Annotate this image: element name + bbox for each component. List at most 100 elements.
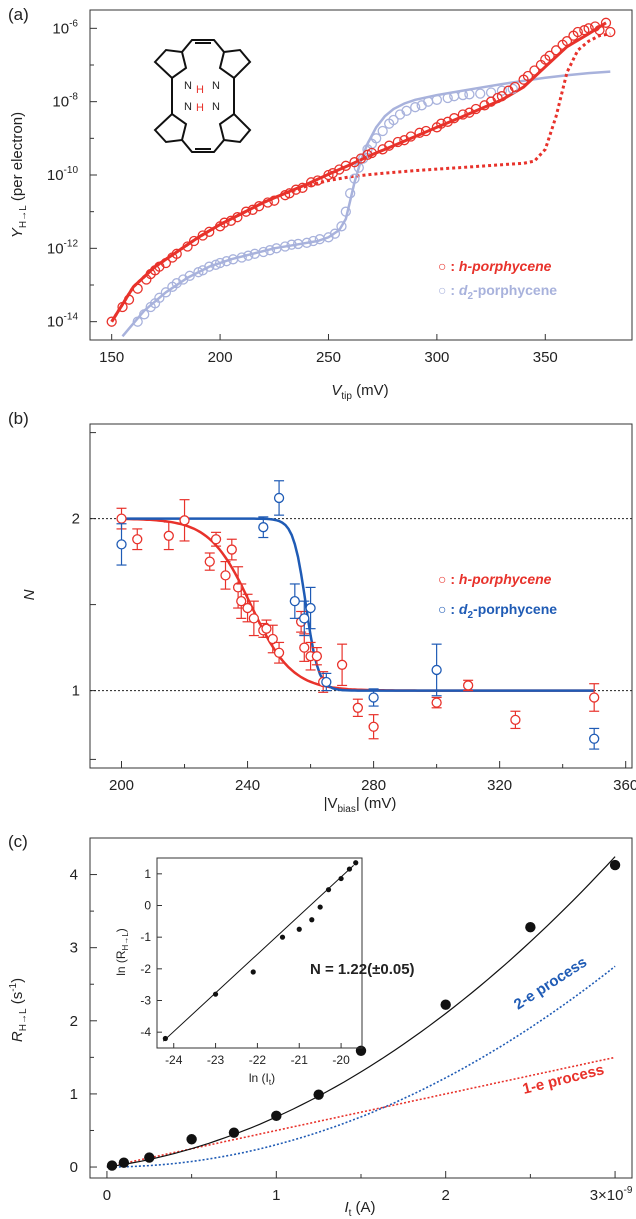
a-point-d2	[139, 309, 150, 320]
inset-fit	[162, 865, 354, 1042]
a-point-h	[290, 184, 302, 195]
inset-point	[212, 991, 219, 997]
c-ytick-label: 2	[70, 1013, 78, 1030]
panel-c-points	[106, 859, 621, 1171]
b-point-red	[299, 642, 310, 653]
b-point-red	[204, 556, 215, 567]
b-point-red	[248, 613, 260, 624]
exponent-annotation: N = 1.22(±0.05)	[310, 961, 415, 978]
b-point-red	[273, 647, 285, 658]
c-point	[313, 1089, 324, 1100]
b-point-blue	[258, 522, 269, 533]
a-xtick-label: 350	[533, 349, 558, 366]
a-point-d2	[336, 221, 347, 232]
legend-a-h: ○ : h-porphycene	[438, 258, 552, 274]
a-point-d2	[464, 89, 475, 100]
a-point-d2	[258, 246, 269, 258]
b-point-blue	[589, 733, 600, 744]
b-point-red	[242, 602, 253, 614]
inset-fit-line	[162, 865, 354, 1042]
c-point	[186, 1134, 197, 1145]
panel-c-curves	[106, 856, 616, 1168]
a-point-h	[253, 201, 265, 212]
legend-b-h: ○ : h-porphycene	[438, 571, 552, 587]
a-point-d2	[286, 239, 297, 250]
porphycene-structure	[153, 39, 252, 153]
a-point-h	[496, 91, 508, 102]
inset-ytick-label: 0	[144, 899, 151, 913]
a-point-d2	[442, 92, 453, 104]
b-point-red	[368, 721, 379, 732]
a-point-d2	[345, 188, 356, 199]
a-point-d2	[160, 287, 172, 298]
b-point-red	[462, 680, 474, 691]
a-point-d2	[371, 133, 382, 144]
a-point-d2	[308, 235, 319, 247]
a-ytick-label: 10-6	[52, 18, 78, 37]
inset-ticks: -24 -23 -22 -21 -20 -4 -3 -2 -1 0 1	[140, 867, 350, 1067]
panel-a-legend: ○ : h-porphycene ○ : d2-porphycene	[438, 258, 557, 302]
c-2e-process-line	[106, 965, 616, 1168]
atom-h2: H	[196, 102, 204, 114]
a-point-h	[188, 235, 200, 247]
a-xtick-label: 300	[424, 349, 449, 366]
inset-ytick-label: -3	[140, 994, 151, 1008]
panel-b-label: (b)	[8, 409, 29, 428]
a-point-h	[204, 226, 215, 237]
a-point-h	[312, 175, 323, 186]
b-point-red	[352, 702, 363, 713]
a-point-h	[366, 147, 377, 159]
b-point-red	[220, 570, 231, 581]
panel-c: (c) 0 1 2 3×10-9 0 1 2 3 4 2-e process 1-e proce…	[8, 832, 633, 1219]
c-ytick-label: 3	[70, 940, 78, 957]
a-point-h	[106, 316, 117, 327]
a-point-h	[132, 283, 143, 294]
a-xtick-label: 250	[316, 349, 341, 366]
b-point-blue	[299, 613, 310, 624]
inset-ytick-label: -1	[140, 930, 151, 944]
porphycene-atom-labels: N H N H N N	[184, 80, 220, 114]
b-point-blue	[116, 539, 127, 550]
panel-c-xlabel: It (A)	[344, 1199, 375, 1219]
a-point-h	[605, 26, 616, 38]
b-point-red	[311, 651, 323, 662]
a-point-d2	[279, 241, 291, 252]
a-ytick-label: 10-10	[47, 165, 79, 184]
a-point-h	[583, 23, 594, 34]
a-point-h	[392, 136, 404, 148]
b-point-red	[336, 659, 348, 670]
b-fit-blue	[121, 517, 595, 692]
b-point-red	[510, 714, 521, 725]
a-point-d2	[457, 89, 469, 101]
panel-b-ticks: 200 240 280 320 360 1 2	[72, 432, 636, 794]
a-point-d2	[377, 125, 388, 137]
b-point-red	[267, 633, 278, 645]
legend-a-d2: ○ : d2-porphycene	[438, 282, 557, 302]
panel-b-frame	[89, 423, 633, 769]
b-xtick-label: 320	[487, 777, 512, 794]
panel-b-ylabel: N	[21, 589, 38, 600]
c-point	[440, 999, 451, 1010]
panel-a-ticks: 150 200 250 300 350 10-14 10-12 10-10 10-8 10-6	[47, 18, 558, 366]
panel-c-label: (c)	[8, 832, 28, 851]
a-point-h	[544, 50, 555, 61]
a-point-d2	[243, 250, 254, 261]
b-xtick-label: 240	[235, 777, 260, 794]
a-ytick-label: 10-12	[47, 238, 79, 257]
a-point-d2	[431, 94, 443, 105]
atom-n2: N	[184, 101, 192, 113]
c-point	[106, 1160, 118, 1171]
inset-point	[346, 866, 353, 872]
atom-h1: H	[196, 84, 204, 96]
b-ytick-label: 2	[72, 511, 80, 528]
a-point-h	[305, 177, 317, 188]
a-point-h	[240, 206, 252, 217]
a-point-h	[117, 301, 128, 313]
a-point-h	[262, 197, 273, 208]
panel-a-label: (a)	[8, 5, 29, 24]
a-point-h	[405, 131, 417, 142]
a-point-d2	[349, 173, 360, 184]
a-point-h	[219, 217, 230, 228]
a-point-h	[561, 36, 573, 47]
label-1e-process: 1-e process	[521, 1061, 606, 1098]
